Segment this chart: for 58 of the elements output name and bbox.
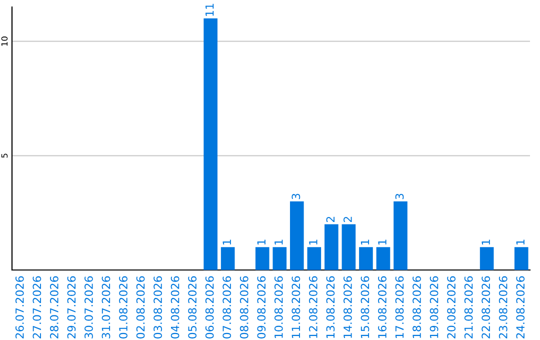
data-label: 2 xyxy=(326,216,334,222)
x-tick-label: 14.08.2026 xyxy=(344,276,352,338)
x-tick-label: 31.07.2026 xyxy=(102,276,110,338)
x-tick-label: 10.08.2026 xyxy=(274,276,283,338)
y-tick-label: 10 xyxy=(1,36,8,46)
x-tick-label: 18.08.2026 xyxy=(412,276,421,338)
x-tick-label: 20.08.2026 xyxy=(447,276,456,338)
bar xyxy=(220,247,235,270)
data-label: 1 xyxy=(222,240,231,245)
y-tick-label: 5 xyxy=(1,154,8,158)
data-label: 3 xyxy=(292,194,300,200)
bar xyxy=(307,247,322,270)
x-tick-label: 19.08.2026 xyxy=(430,276,438,338)
data-label: 3 xyxy=(395,194,404,200)
bar xyxy=(342,224,356,270)
x-tick-label: 15.08.2026 xyxy=(360,276,370,338)
x-tick-label: 01.08.2026 xyxy=(119,276,128,338)
data-label: 1 xyxy=(516,240,524,245)
data-label: 1 xyxy=(274,240,283,245)
data-label: 1 xyxy=(378,240,386,245)
bar xyxy=(324,224,338,270)
data-label: 2 xyxy=(344,216,352,222)
x-tick-label: 24.08.2026 xyxy=(516,276,525,338)
bar xyxy=(480,247,494,270)
x-tick-label: 07.08.2026 xyxy=(222,276,232,338)
x-tick-label: 03.08.2026 xyxy=(154,276,162,338)
data-label: 1 xyxy=(482,240,490,245)
x-tick-label: 13.08.2026 xyxy=(326,276,335,338)
x-tick-label: 17.08.2026 xyxy=(395,276,404,338)
x-tick-label: 29.07.2026 xyxy=(67,276,76,338)
x-tick-label: 12.08.2026 xyxy=(308,276,318,338)
x-tick-label: 16.08.2026 xyxy=(378,276,386,338)
data-label: 1 xyxy=(257,240,266,245)
x-tick-label: 28.07.2026 xyxy=(50,276,58,338)
x-tick-label: 09.08.2026 xyxy=(257,276,266,338)
bar xyxy=(272,247,287,270)
x-tick-label: 06.08.2026 xyxy=(205,276,214,338)
x-tick-label: 23.08.2026 xyxy=(498,276,508,338)
x-tick-label: 08.08.2026 xyxy=(240,276,248,338)
bar xyxy=(290,201,304,270)
data-label: 11 xyxy=(206,4,214,16)
x-tick-label: 27.07.2026 xyxy=(32,276,42,338)
data-label: 1 xyxy=(309,240,318,245)
x-tick-label: 05.08.2026 xyxy=(188,276,197,338)
x-tick-label: 04.08.2026 xyxy=(170,276,180,338)
x-tick-label: 26.07.2026 xyxy=(15,276,24,338)
bar xyxy=(255,247,270,270)
x-tick-label: 30.07.2026 xyxy=(84,276,93,338)
bar xyxy=(204,18,218,270)
x-tick-label: 21.08.2026 xyxy=(464,276,473,338)
bar xyxy=(514,247,528,270)
x-tick-label: 02.08.2026 xyxy=(136,276,145,338)
bar xyxy=(376,247,390,270)
x-tick-label: 11.08.2026 xyxy=(292,276,300,338)
data-label: 1 xyxy=(360,240,370,245)
bar xyxy=(394,201,408,270)
bar xyxy=(359,247,373,270)
x-tick-label: 22.08.2026 xyxy=(482,276,490,338)
